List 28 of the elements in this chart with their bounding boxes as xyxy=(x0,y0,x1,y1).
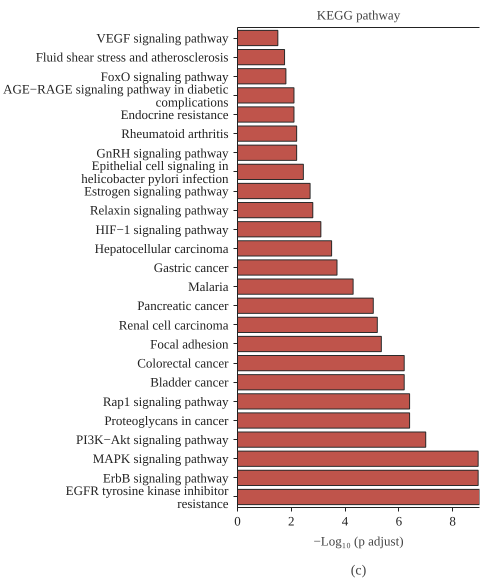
y-tick-label: Proteoglycans in cancer xyxy=(104,412,230,428)
y-tick-label: ErbB signaling pathway xyxy=(102,470,229,486)
y-tick-label: Focal adhesion xyxy=(150,336,229,352)
y-tick-label: Relaxin signaling pathway xyxy=(90,202,229,218)
y-tick-label: PI3K−Akt signaling pathway xyxy=(76,432,229,448)
x-axis-title: −Log₁₀ (p adjust) xyxy=(313,534,404,548)
y-tick-label: Rheumatoid arthritis xyxy=(121,126,229,142)
y-tick-label: Rap1 signaling pathway xyxy=(102,394,229,409)
x-tick-label: 0 xyxy=(234,514,241,528)
y-tick-label: Gastric cancer xyxy=(154,260,230,275)
chart-title: KEGG pathway xyxy=(316,8,401,22)
y-tick-label: Malaria xyxy=(188,279,229,294)
y-tick-label: VEGF signaling pathway xyxy=(96,30,229,46)
x-tick-label: 8 xyxy=(449,514,456,528)
y-tick-label: Renal cell carcinoma xyxy=(118,317,229,332)
y-tick-label: Hepatocellular carcinoma xyxy=(94,240,229,256)
y-tick-label: HIF−1 signaling pathway xyxy=(96,222,229,237)
y-tick-label: MAPK signaling pathway xyxy=(92,451,229,466)
x-tick-label: 4 xyxy=(342,514,349,528)
y-tick-label: GnRH signaling pathway xyxy=(96,145,229,160)
x-tick-label: 2 xyxy=(288,514,295,528)
text: (c) xyxy=(350,564,367,578)
y-tick-label: Fluid shear stress and atherosclerosis xyxy=(36,50,229,65)
y-tick-label: Bladder cancer xyxy=(150,374,230,390)
y-tick-label: Pancreatic cancer xyxy=(137,298,230,314)
y-tick-label: FoxO signaling pathway xyxy=(100,68,229,84)
y-tick-label: Colorectal cancer xyxy=(137,356,230,371)
x-tick-label: 6 xyxy=(396,514,403,528)
